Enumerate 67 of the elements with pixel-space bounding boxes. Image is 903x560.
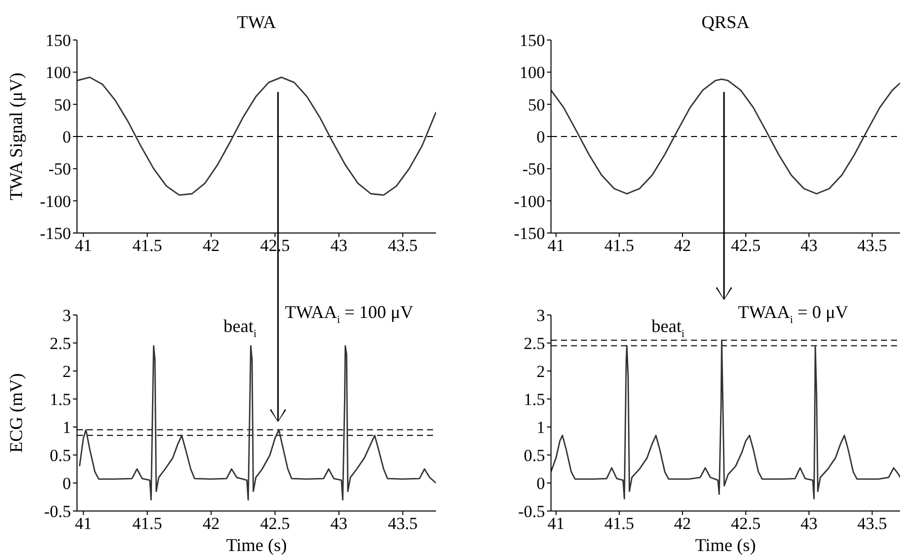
y-tick-label: 2 xyxy=(536,362,545,382)
y-tick-label: -0.5 xyxy=(518,502,545,522)
y-tick-label: 1 xyxy=(536,418,545,438)
y-tick-label: 0 xyxy=(536,474,545,494)
x-tick-label: 41 xyxy=(74,514,92,534)
y-tick-label: -0.5 xyxy=(44,502,71,522)
y-tick-label: 0.5 xyxy=(50,446,71,466)
y-tick-label: 2.5 xyxy=(524,334,545,354)
x-tick-label: 42 xyxy=(674,236,692,256)
annotation: TWAA$_{i}$ = 0 μV xyxy=(738,302,848,326)
x-tick-label: 42.5 xyxy=(260,514,290,534)
x-tick-label: 41.5 xyxy=(604,236,634,256)
x-tick-label: 42 xyxy=(202,236,220,256)
y-tick-label: 100 xyxy=(520,63,545,82)
y-tick-label: 150 xyxy=(520,31,545,50)
x-tick-label: 43 xyxy=(330,236,348,256)
x-tick-label: 43.5 xyxy=(857,236,888,256)
x-tick-label: 43 xyxy=(330,514,348,534)
x-tick-label: 41.5 xyxy=(132,514,162,534)
chart-title: TWA xyxy=(237,12,276,32)
y-tick-label: 50 xyxy=(528,95,545,114)
x-tick-label: 41.5 xyxy=(132,236,162,256)
x-tick-label: 42 xyxy=(674,514,692,534)
x-tick-label: 43.5 xyxy=(388,514,418,534)
x-axis-title: Time (s) xyxy=(226,535,287,555)
x-tick-label: 41 xyxy=(548,236,565,256)
x-tick-label: 41.5 xyxy=(604,514,634,534)
y-tick-label: 150 xyxy=(46,31,71,50)
y-tick-label: 0 xyxy=(62,128,71,147)
x-tick-label: 41 xyxy=(74,236,92,256)
y-tick-label: 1.5 xyxy=(50,390,71,410)
annotation: beat$_{i}$ xyxy=(652,316,684,340)
x-axis-title: Time (s) xyxy=(695,535,756,555)
y-tick-label: 2 xyxy=(62,362,71,382)
y-tick-label: -150 xyxy=(514,224,545,244)
y-tick-label: -50 xyxy=(48,160,71,179)
x-tick-label: 43.5 xyxy=(388,236,418,256)
y-tick-label: 1.5 xyxy=(524,390,545,410)
y-tick-label: -50 xyxy=(522,160,545,179)
y-tick-label: 3 xyxy=(62,306,71,326)
y-tick-label: -100 xyxy=(514,192,545,211)
y-axis-title: TWA Signal (μV) xyxy=(6,72,26,200)
x-tick-label: 42.5 xyxy=(730,514,761,534)
y-tick-label: -150 xyxy=(40,224,71,244)
x-tick-label: 42 xyxy=(202,514,220,534)
y-tick-label: 2.5 xyxy=(50,334,71,354)
chart-title: QRSA xyxy=(701,12,750,32)
y-tick-label: 3 xyxy=(536,306,545,326)
y-tick-label: 1 xyxy=(62,418,71,438)
y-tick-label: -100 xyxy=(40,192,71,211)
line-series xyxy=(78,345,436,500)
y-tick-label: 0 xyxy=(62,474,71,494)
line-series xyxy=(77,76,436,196)
y-tick-label: 50 xyxy=(54,95,71,114)
line-series xyxy=(551,340,900,500)
line-series xyxy=(551,78,900,194)
x-tick-label: 43 xyxy=(800,236,818,256)
y-tick-label: 0.5 xyxy=(524,446,545,466)
annotation: beat$_{i}$ xyxy=(224,316,256,340)
annotation: TWAA$_{i}$ = 100 μV xyxy=(285,302,414,326)
x-tick-label: 41 xyxy=(548,514,565,534)
y-tick-label: 100 xyxy=(46,63,71,82)
x-tick-label: 43.5 xyxy=(857,514,888,534)
x-tick-label: 42.5 xyxy=(730,236,761,256)
y-axis-title: ECG (mV) xyxy=(6,373,26,453)
x-tick-label: 43 xyxy=(800,514,818,534)
y-tick-label: 0 xyxy=(536,128,545,147)
